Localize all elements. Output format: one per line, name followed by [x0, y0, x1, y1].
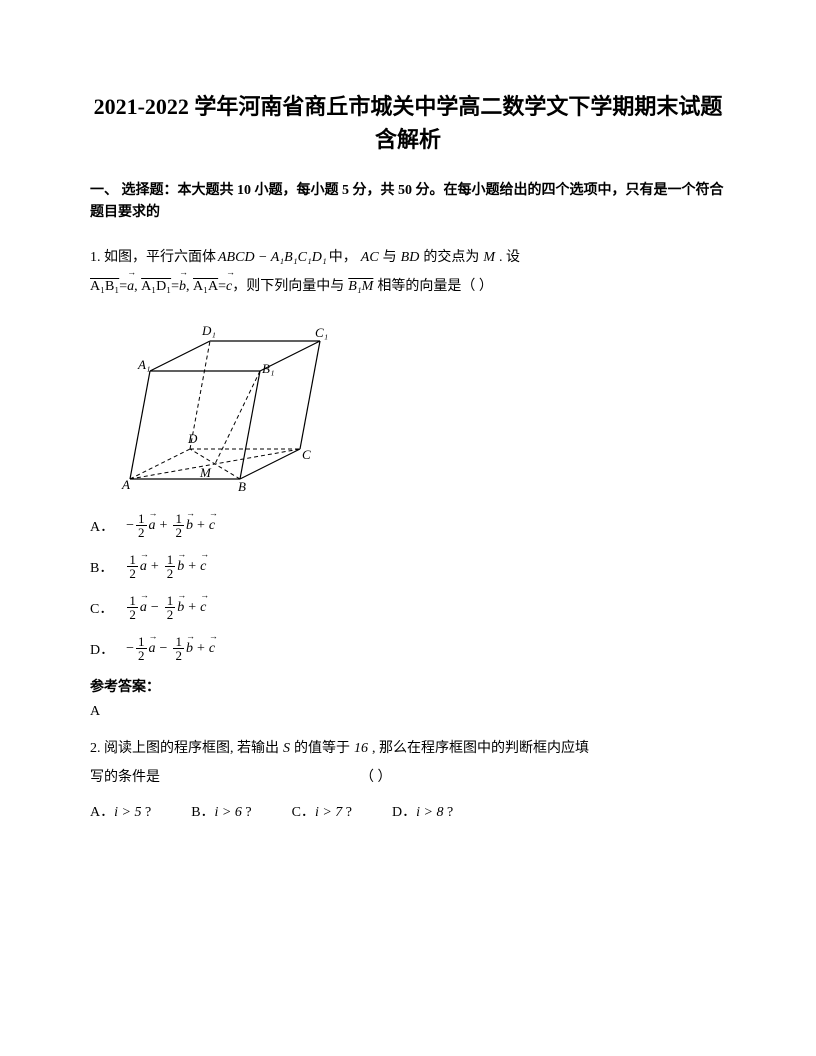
q2-mid1: 的值等于: [294, 736, 350, 761]
option-b-label: B．: [90, 557, 113, 577]
q1-option-d: D． − 12a − 12b + c: [90, 635, 726, 662]
q1-option-b: B． 12a + 12b + c: [90, 553, 726, 580]
q2-prefix: 2. 阅读上图的程序框图, 若输出: [90, 736, 279, 761]
q2-s: S: [283, 736, 290, 761]
option-b-formula: 12a + 12b + c: [125, 553, 206, 580]
label-d1: D₁: [201, 323, 216, 338]
option-d-formula: − 12a − 12b + c: [126, 635, 215, 662]
parallelepiped-svg: A₁ B₁ C₁ D₁ A B C D M: [110, 311, 330, 491]
label-b1: B₁: [262, 361, 274, 376]
label-a1: A₁: [137, 357, 150, 372]
q2-option-d: D．i > 8 ?: [392, 801, 453, 821]
q1-mid4: . 设: [499, 245, 520, 270]
q1-prefix: 1. 如图，平行六面体: [90, 245, 216, 270]
q1-option-c: C． 12a − 12b + c: [90, 594, 726, 621]
q1-ac: AC: [361, 245, 379, 270]
option-a-formula: − 12a + 12b + c: [126, 512, 215, 539]
q1-mid2: 与: [383, 245, 397, 270]
label-b: B: [238, 479, 246, 491]
q1-mid1: 中，: [329, 245, 357, 270]
q2-tail: 写的条件是: [90, 765, 160, 790]
answer-label: 参考答案：: [90, 676, 726, 696]
q1-mid3: 的交点为: [423, 245, 479, 270]
question-2: 2. 阅读上图的程序框图, 若输出 S 的值等于 16 , 那么在程序框图中的判…: [90, 736, 726, 790]
q1-m: M: [483, 245, 495, 270]
q1-diagram: A₁ B₁ C₁ D₁ A B C D M: [110, 311, 726, 496]
q2-paren: （ ）: [360, 765, 392, 790]
q1-bd: BD: [401, 245, 420, 270]
q1-after-vectors: ，则下列向量中与: [232, 274, 344, 299]
option-a-label: A．: [90, 516, 114, 536]
label-d: D: [187, 431, 198, 446]
q1-line2: A₁B₁ = a, A₁D₁ = b, A₁A = c ，则下列向量中与 B₁M…: [90, 274, 726, 299]
q1-option-a: A． − 12a + 12b + c: [90, 512, 726, 539]
question-1: 1. 如图，平行六面体 ABCD − A₁B₁C₁D₁ 中， AC 与 BD 的…: [90, 245, 726, 299]
q2-option-a: A．i > 5 ?: [90, 801, 151, 821]
label-c1: C₁: [315, 325, 328, 340]
label-a: A: [121, 477, 130, 491]
q2-option-c: C．i > 7 ?: [292, 801, 352, 821]
q2-option-b: B．i > 6 ?: [191, 801, 251, 821]
page-title: 2021-2022 学年河南省商丘市城关中学高二数学文下学期期末试题含解析: [90, 90, 726, 156]
option-d-label: D．: [90, 639, 114, 659]
q1-b1m: B₁M: [348, 274, 373, 299]
q1-answer: A: [90, 704, 726, 720]
q2-mid2: , 那么在程序框图中的判断框内应填: [372, 736, 589, 761]
section-header: 一、 选择题：本大题共 10 小题，每小题 5 分，共 50 分。在每小题给出的…: [90, 180, 726, 225]
label-m: M: [199, 465, 212, 480]
q1-vectors: A₁B₁ = a, A₁D₁ = b, A₁A = c: [90, 274, 232, 299]
q2-line2: 写的条件是 （ ）: [90, 765, 726, 790]
q2-line1: 2. 阅读上图的程序框图, 若输出 S 的值等于 16 , 那么在程序框图中的判…: [90, 736, 726, 761]
q2-options: A．i > 5 ? B．i > 6 ? C．i > 7 ? D．i > 8 ?: [90, 801, 726, 821]
q2-val: 16: [354, 736, 368, 761]
q1-tail: 相等的向量是（ ）: [377, 274, 493, 299]
option-c-formula: 12a − 12b + c: [125, 594, 206, 621]
label-c: C: [302, 447, 311, 462]
option-c-label: C．: [90, 598, 113, 618]
